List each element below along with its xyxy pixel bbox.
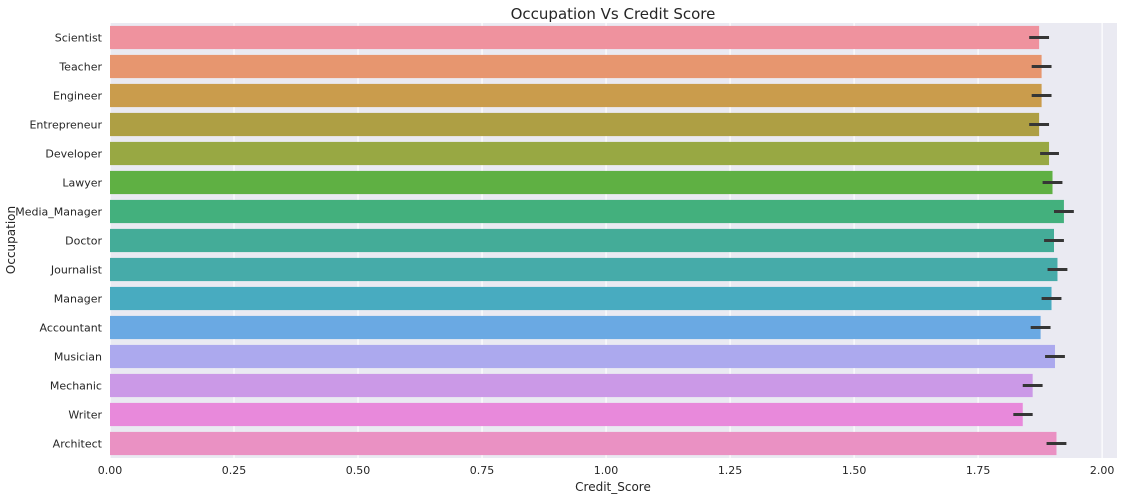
x-tick-label: 0.00 <box>98 464 123 477</box>
y-tick-label: Scientist <box>55 32 103 45</box>
bar-entrepreneur <box>110 112 1040 137</box>
x-tick-label: 1.75 <box>966 464 991 477</box>
bar-media-manager <box>110 199 1064 224</box>
x-tick-label: 1.25 <box>718 464 743 477</box>
y-tick-label: Accountant <box>40 322 103 335</box>
y-axis-label: Occupation <box>4 206 18 274</box>
x-tick-label: 0.75 <box>470 464 495 477</box>
bar-writer <box>110 402 1023 427</box>
y-tick-labels: Scientist Teacher Engineer Entrepreneur Deve… <box>15 32 102 451</box>
y-tick-label: Musician <box>54 351 102 364</box>
y-tick-label: Lawyer <box>62 177 102 190</box>
x-tick-label: 2.00 <box>1090 464 1115 477</box>
x-tick-label: 0.25 <box>222 464 247 477</box>
y-tick-label: Writer <box>68 409 102 422</box>
y-tick-label: Developer <box>45 148 102 161</box>
y-tick-label: Teacher <box>58 61 102 74</box>
bar-musician <box>110 344 1055 369</box>
bar-manager <box>110 286 1052 311</box>
x-axis-label: Credit_Score <box>575 480 651 494</box>
bar-mechanic <box>110 373 1033 398</box>
y-tick-label: Media_Manager <box>15 206 102 219</box>
bar-accountant <box>110 315 1041 340</box>
bar-journalist <box>110 257 1058 282</box>
bar-engineer <box>110 83 1042 108</box>
error-bars <box>1013 36 1074 445</box>
bars <box>110 25 1064 456</box>
bar-scientist <box>110 25 1040 50</box>
bar-lawyer <box>110 170 1053 195</box>
bar-developer <box>110 141 1050 166</box>
y-tick-label: Architect <box>53 438 103 451</box>
y-tick-label: Manager <box>54 293 103 306</box>
chart-title: Occupation Vs Credit Score <box>511 5 716 23</box>
bar-doctor <box>110 228 1055 253</box>
y-tick-label: Entrepreneur <box>29 119 102 132</box>
x-tick-label: 1.50 <box>842 464 867 477</box>
x-tick-label: 1.00 <box>594 464 619 477</box>
y-tick-label: Engineer <box>53 90 102 103</box>
x-tick-label: 0.50 <box>346 464 371 477</box>
bar-architect <box>110 431 1057 456</box>
y-tick-label: Doctor <box>65 235 102 248</box>
bar-teacher <box>110 54 1042 79</box>
y-tick-label: Mechanic <box>50 380 102 393</box>
y-tick-label: Journalist <box>50 264 103 277</box>
x-tick-labels: 0.00 0.25 0.50 0.75 1.00 1.25 1.50 1.75 2.00 <box>98 464 1115 477</box>
